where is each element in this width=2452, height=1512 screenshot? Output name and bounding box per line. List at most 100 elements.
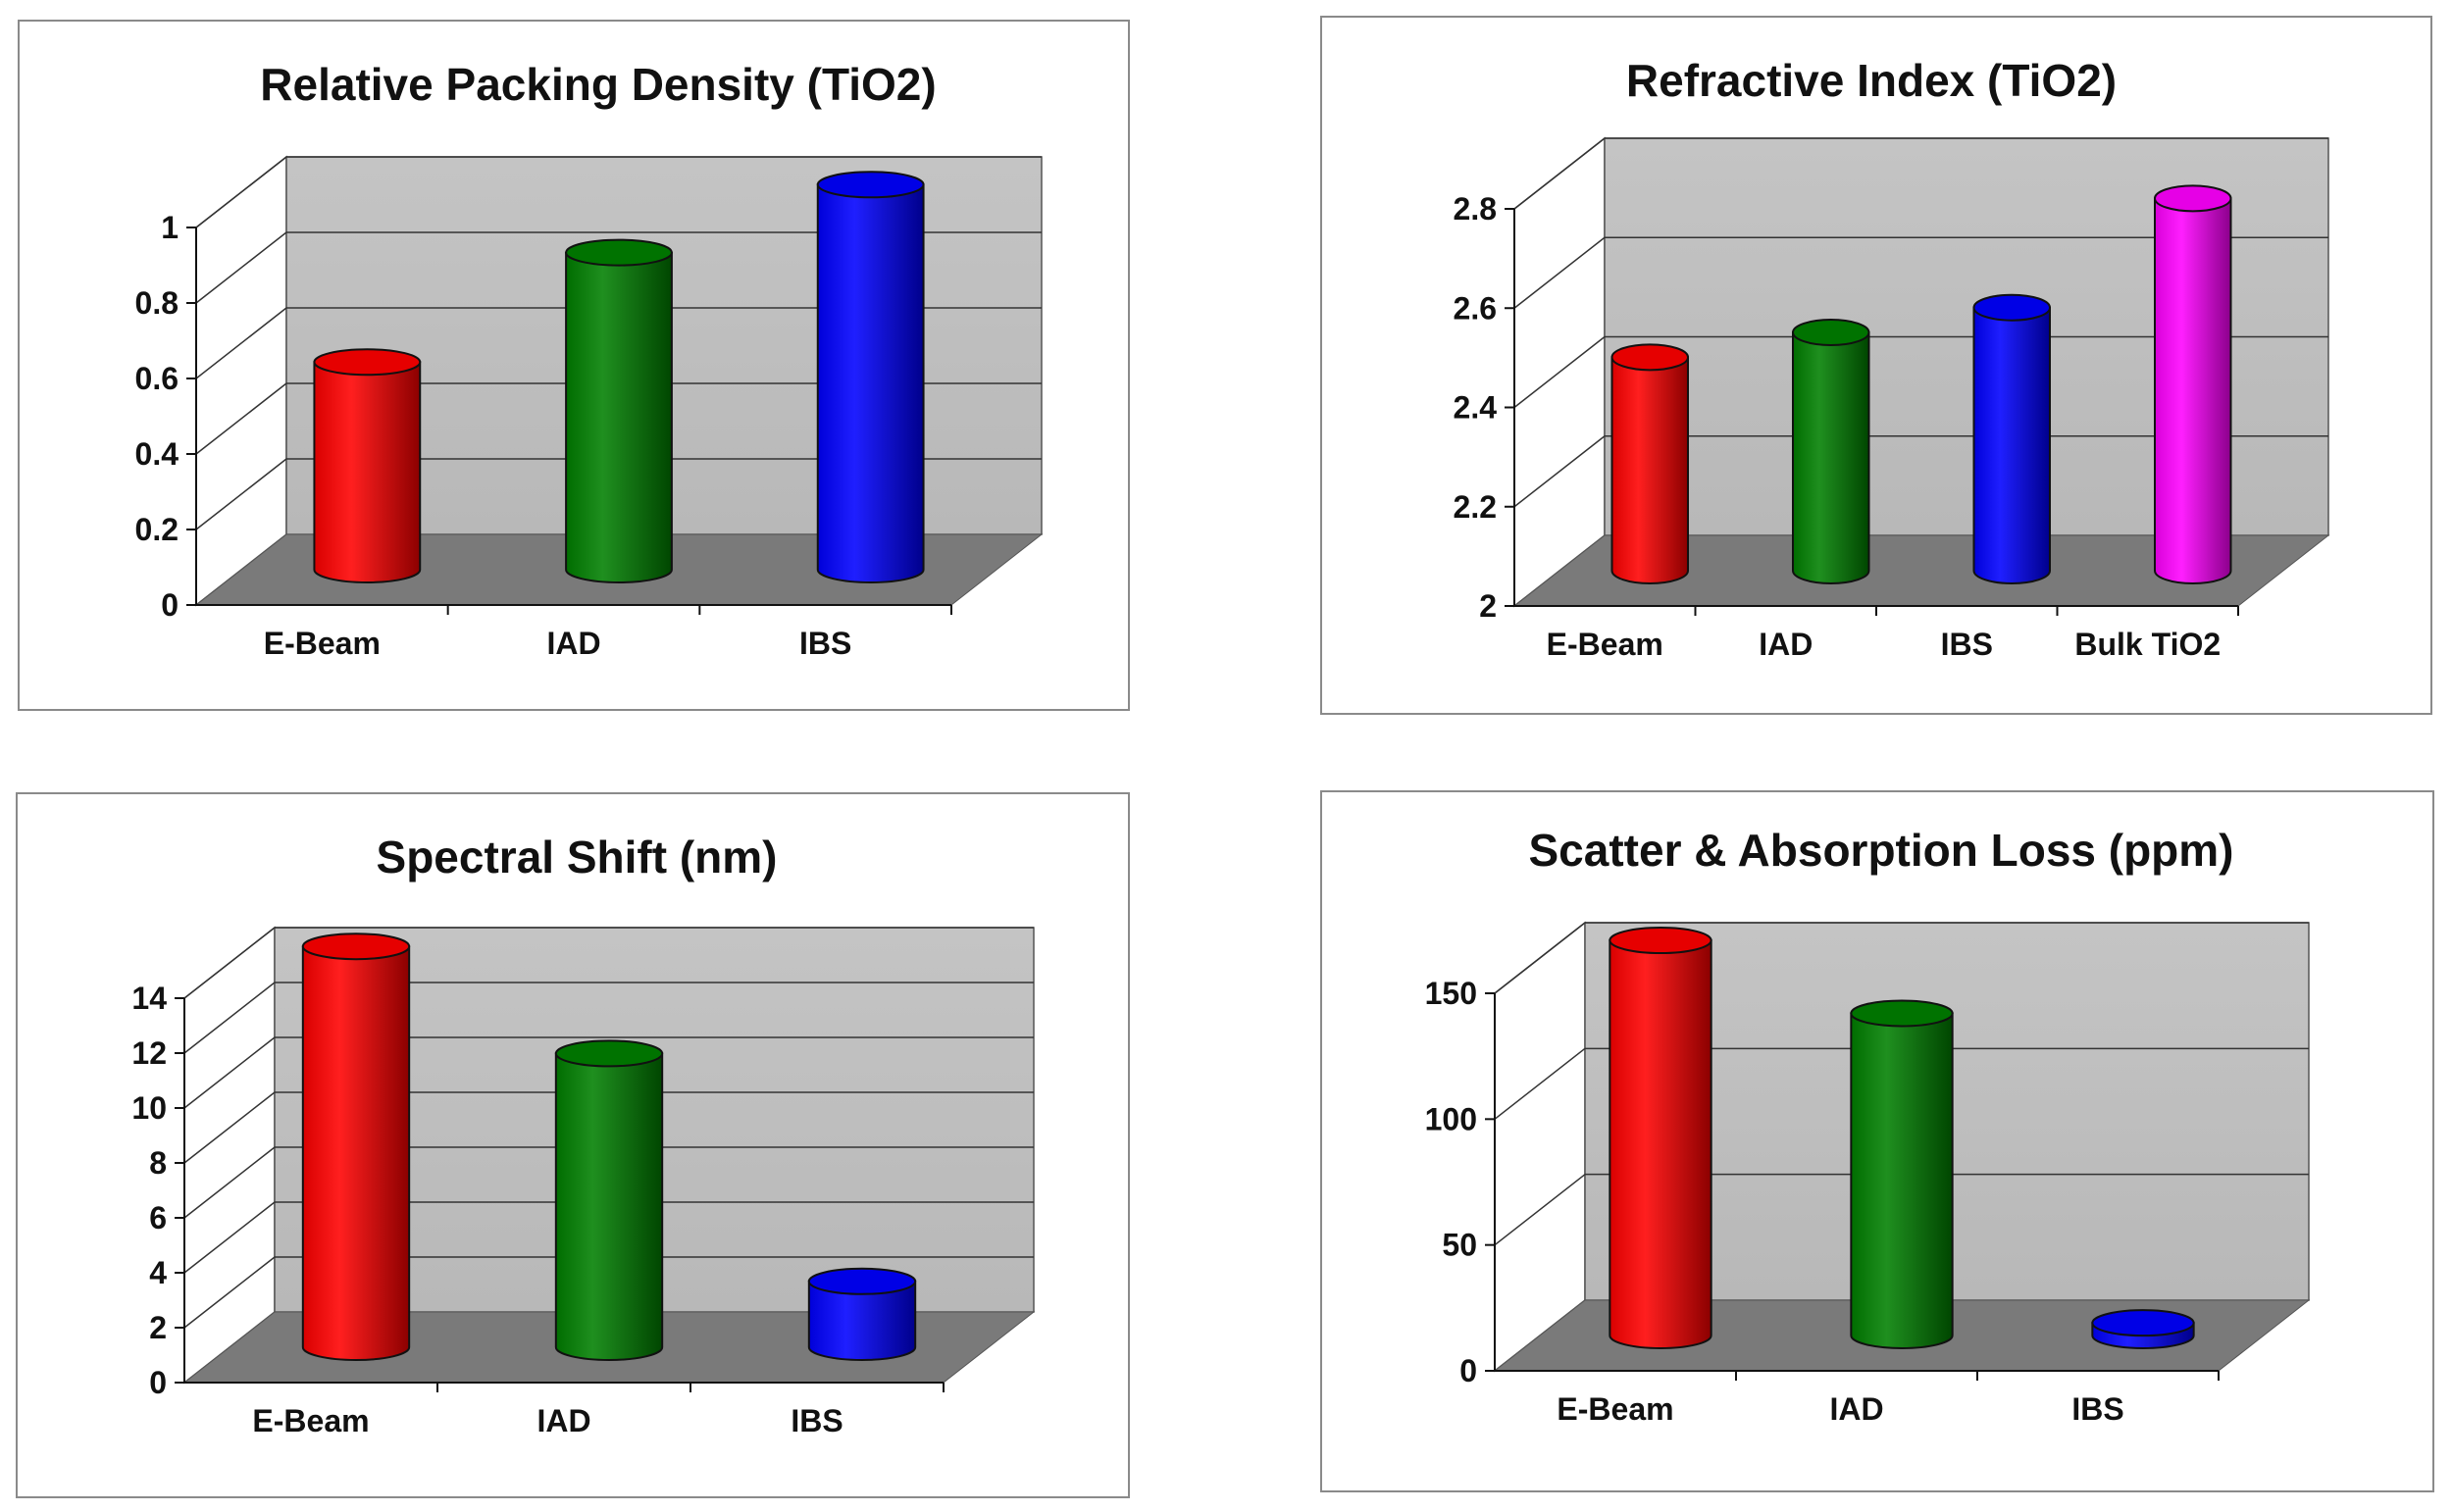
y-tick-label: 2.6 (1454, 290, 1497, 326)
bar-ibs (807, 1267, 917, 1361)
chart-title: Refractive Index (TiO2) (1626, 55, 2117, 106)
gridline-side (183, 1256, 276, 1329)
y-tick-label: 2 (149, 1310, 167, 1345)
bar-top (1792, 319, 1870, 346)
y-tick-label: 0.2 (135, 512, 179, 547)
y-tick-label: 1 (161, 210, 179, 245)
y-tick-label: 100 (1425, 1101, 1477, 1136)
chart-svg: Relative Packing Density (TiO2) 0 0.2 0.4 0.… (135, 59, 1044, 661)
gridline-side (195, 382, 287, 455)
y-tick-label: 0 (149, 1365, 167, 1400)
chart-title: Relative Packing Density (TiO2) (260, 59, 936, 110)
gridline-side (195, 458, 287, 530)
gridline-side (195, 156, 287, 228)
bar-iad (554, 1039, 664, 1361)
x-tick-label: IAD (1829, 1391, 1883, 1427)
chart-title: Spectral Shift (nm) (377, 832, 778, 882)
y-tick-label: 50 (1442, 1228, 1477, 1263)
bar-body (301, 945, 411, 1361)
x-tick-label: IAD (546, 626, 600, 661)
bar-top (2091, 1309, 2195, 1337)
y-tick-label: 0.4 (135, 436, 179, 472)
y-tick-label: 2.2 (1454, 489, 1497, 525)
x-tick-label: E-Beam (1557, 1391, 1673, 1427)
y-tick-label: 10 (131, 1090, 167, 1126)
x-tick-label: IBS (791, 1403, 843, 1438)
chart-panel-refractive-index: Refractive Index (TiO2) 2 2.2 2.4 2.6 2.8 E-Be… (1320, 16, 2432, 715)
x-tick-label: IAD (1759, 627, 1813, 662)
bar-iad (1792, 319, 1870, 584)
y-tick-label: 0 (1459, 1353, 1477, 1388)
gridline-side (183, 1091, 276, 1164)
bar-top (1972, 293, 2051, 322)
bar-top (1850, 999, 1954, 1028)
bar-body (807, 1280, 917, 1361)
bar-body (2154, 197, 2232, 584)
side-wall (195, 155, 287, 607)
y-tick-label: 14 (131, 981, 167, 1016)
bar-top (816, 171, 925, 199)
side-wall (183, 926, 276, 1385)
gridline-side (1494, 1174, 1586, 1246)
bar-top (565, 238, 673, 267)
gridline-side (183, 927, 276, 999)
bar-body (1610, 356, 1689, 584)
bar-e-beam (301, 932, 411, 1361)
y-tick-label: 0.6 (135, 361, 179, 396)
gridline-side (195, 231, 287, 304)
y-tick-label: 2.8 (1454, 191, 1497, 227)
bar-ibs (816, 171, 925, 583)
bar-body (816, 183, 925, 583)
bar-body (565, 251, 673, 583)
bar-top (301, 932, 411, 961)
gridline-side (1494, 922, 1586, 994)
bar-ibs (2091, 1309, 2195, 1349)
bar-body (1792, 331, 1870, 584)
x-tick-label: IBS (1941, 627, 1993, 662)
bar-top (2154, 184, 2232, 213)
bar-top (313, 348, 422, 377)
bar-body (1850, 1012, 1954, 1349)
bar-e-beam (313, 348, 422, 583)
y-tick-label: 8 (149, 1145, 167, 1181)
y-tick-label: 0 (161, 587, 179, 623)
x-tick-label: IBS (799, 626, 851, 661)
y-tick-label: 150 (1425, 976, 1477, 1011)
bar-e-beam (1610, 343, 1689, 584)
gridline-side (195, 307, 287, 379)
gridline-side (183, 982, 276, 1054)
y-tick-label: 6 (149, 1200, 167, 1235)
gridline-side (1513, 236, 1606, 309)
chart-panel-spectral-shift: Spectral Shift (nm) 0 2 4 6 8 10 12 14 E-Beam IAD I… (16, 792, 1130, 1498)
bar-bulk-tio2 (2154, 184, 2232, 584)
bar-body (1972, 306, 2051, 584)
bar-top (1610, 343, 1689, 372)
gridline-side (183, 1036, 276, 1109)
chart-title: Scatter & Absorption Loss (ppm) (1529, 825, 2234, 876)
chart-svg: Spectral Shift (nm) 0 2 4 6 8 10 12 14 E-Beam IAD I… (131, 832, 1036, 1438)
chart-svg: Scatter & Absorption Loss (ppm) 0 50 100 150… (1425, 825, 2311, 1427)
chart-panel-packing-density: Relative Packing Density (TiO2) 0 0.2 0.4 0.… (18, 20, 1130, 711)
gridline-side (1494, 1047, 1586, 1120)
x-tick-label: E-Beam (1547, 627, 1663, 662)
bar-body (554, 1052, 664, 1361)
x-tick-label: Bulk TiO2 (2074, 627, 2221, 662)
y-tick-label: 4 (149, 1255, 167, 1290)
gridline-side (183, 1201, 276, 1274)
gridline-side (1513, 435, 1606, 508)
x-tick-label: E-Beam (264, 626, 381, 661)
side-wall (1494, 921, 1586, 1373)
x-tick-label: IAD (536, 1403, 590, 1438)
y-tick-label: 2.4 (1454, 390, 1498, 426)
chart-panel-scatter-absorption: Scatter & Absorption Loss (ppm) 0 50 100 150… (1320, 790, 2434, 1492)
x-tick-label: E-Beam (252, 1403, 369, 1438)
chart-svg: Refractive Index (TiO2) 2 2.2 2.4 2.6 2.8 E-Be… (1454, 55, 2330, 662)
bar-top (807, 1267, 917, 1295)
gridline-side (1513, 335, 1606, 409)
x-tick-label: IBS (2071, 1391, 2123, 1427)
bar-e-beam (1609, 927, 1712, 1349)
bar-top (1609, 927, 1712, 955)
bar-iad (565, 238, 673, 583)
bar-ibs (1972, 293, 2051, 584)
bar-iad (1850, 999, 1954, 1349)
